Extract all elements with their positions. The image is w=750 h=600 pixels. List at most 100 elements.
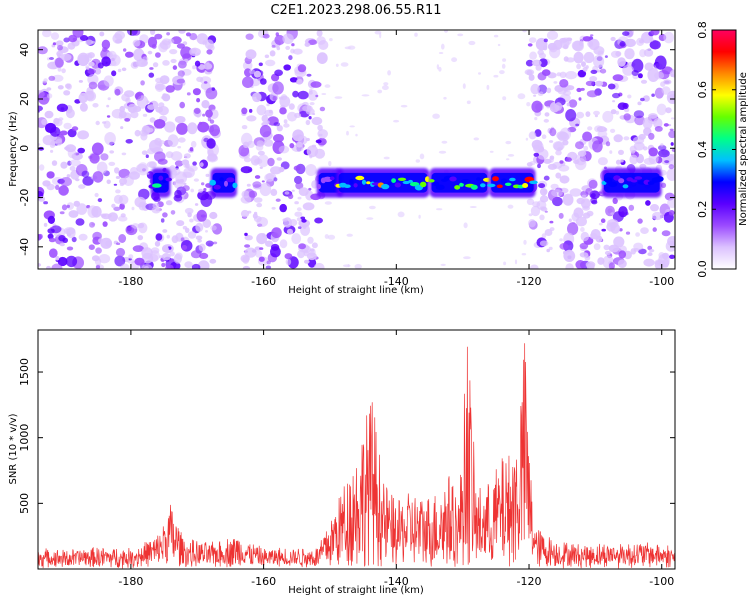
noise-blob — [531, 100, 543, 113]
noise-blob — [663, 31, 674, 44]
colorbar-label: Normalized spectral amplitude — [738, 72, 749, 226]
noise-blob — [285, 45, 291, 50]
noise-blob — [88, 244, 95, 250]
noise-blob — [51, 160, 58, 166]
noise-blob — [195, 235, 203, 241]
noise-blob — [643, 48, 654, 57]
noise-blob — [279, 239, 288, 249]
noise-blob — [588, 179, 598, 189]
noise-blob — [132, 39, 141, 47]
noise-blob — [55, 184, 60, 190]
noise-blob — [259, 124, 272, 138]
noise-blob — [240, 209, 250, 218]
noise-blob — [622, 102, 629, 110]
signal-hotspot — [408, 179, 413, 183]
noise-blob — [201, 182, 205, 186]
noise-blob — [369, 205, 376, 210]
noise-blob — [581, 194, 587, 199]
noise-blob — [92, 171, 104, 183]
signal-hotspot — [608, 181, 618, 188]
noise-blob — [310, 248, 315, 252]
noise-blob — [168, 38, 175, 44]
noise-blob — [308, 39, 318, 45]
noise-blob — [69, 166, 76, 171]
noise-blob — [573, 159, 580, 164]
noise-blob — [66, 246, 74, 251]
noise-blob — [622, 31, 630, 36]
noise-blob — [514, 259, 518, 265]
noise-blob — [296, 141, 303, 148]
noise-blob — [271, 206, 276, 210]
noise-blob — [209, 211, 218, 220]
noise-blob — [100, 153, 109, 161]
noise-blob — [619, 41, 626, 47]
noise-blob — [670, 142, 674, 146]
noise-blob — [528, 37, 537, 43]
noise-blob — [54, 57, 64, 68]
noise-blob — [315, 139, 322, 144]
noise-blob — [261, 114, 269, 123]
noise-blob — [597, 130, 608, 138]
noise-blob — [642, 146, 648, 151]
noise-blob — [72, 30, 84, 38]
noise-blob — [149, 67, 154, 70]
noise-blob — [192, 161, 197, 166]
noise-blob — [114, 167, 120, 174]
noise-blob — [585, 111, 591, 117]
noise-blob — [538, 58, 548, 68]
noise-blob — [647, 245, 653, 251]
noise-blob — [255, 144, 264, 151]
noise-blob — [286, 228, 294, 235]
noise-blob — [305, 164, 317, 176]
noise-blob — [609, 150, 613, 154]
noise-blob — [164, 121, 176, 133]
noise-blob — [296, 217, 301, 222]
noise-blob — [566, 102, 570, 107]
x-tick-label: -160 — [251, 275, 276, 288]
noise-blob — [315, 94, 319, 98]
noise-blob — [253, 197, 263, 203]
noise-blob — [300, 216, 306, 220]
x-tick-label: -120 — [517, 275, 542, 288]
noise-blob — [289, 219, 298, 227]
noise-blob — [606, 222, 616, 232]
noise-blob — [582, 36, 592, 42]
noise-blob — [198, 188, 204, 193]
noise-blob — [125, 139, 133, 144]
noise-blob — [473, 137, 480, 141]
noise-blob — [119, 177, 128, 185]
noise-blob — [541, 69, 551, 76]
noise-blob — [590, 193, 596, 198]
noise-blob — [169, 251, 175, 257]
noise-blob — [142, 56, 149, 62]
signal-hotspot — [504, 182, 512, 186]
noise-blob — [87, 74, 99, 85]
noise-blob — [189, 33, 198, 41]
noise-blob — [544, 210, 548, 213]
noise-blob — [292, 48, 303, 55]
noise-blob — [263, 139, 274, 147]
noise-blob — [556, 72, 562, 77]
noise-blob — [273, 134, 284, 143]
noise-blob — [176, 122, 188, 135]
snr-x-ticks: -180 -160 -140 -120 -100 — [118, 330, 674, 588]
noise-blob — [134, 92, 142, 100]
noise-blob — [559, 243, 569, 250]
noise-blob — [499, 70, 505, 75]
noise-blob — [210, 225, 217, 231]
noise-blob — [109, 150, 115, 154]
noise-blob — [650, 204, 659, 212]
noise-blob — [608, 244, 620, 253]
noise-blob — [77, 147, 85, 154]
noise-blob — [114, 255, 126, 267]
noise-blob — [612, 74, 624, 82]
noise-blob — [581, 61, 586, 67]
signal-hotspot — [224, 180, 228, 187]
noise-blob — [342, 264, 351, 268]
noise-blob — [271, 227, 282, 239]
noise-blob — [506, 158, 510, 161]
noise-blob — [181, 159, 190, 165]
noise-blob — [554, 102, 563, 111]
noise-blob — [436, 208, 443, 211]
noise-blob — [189, 218, 194, 223]
